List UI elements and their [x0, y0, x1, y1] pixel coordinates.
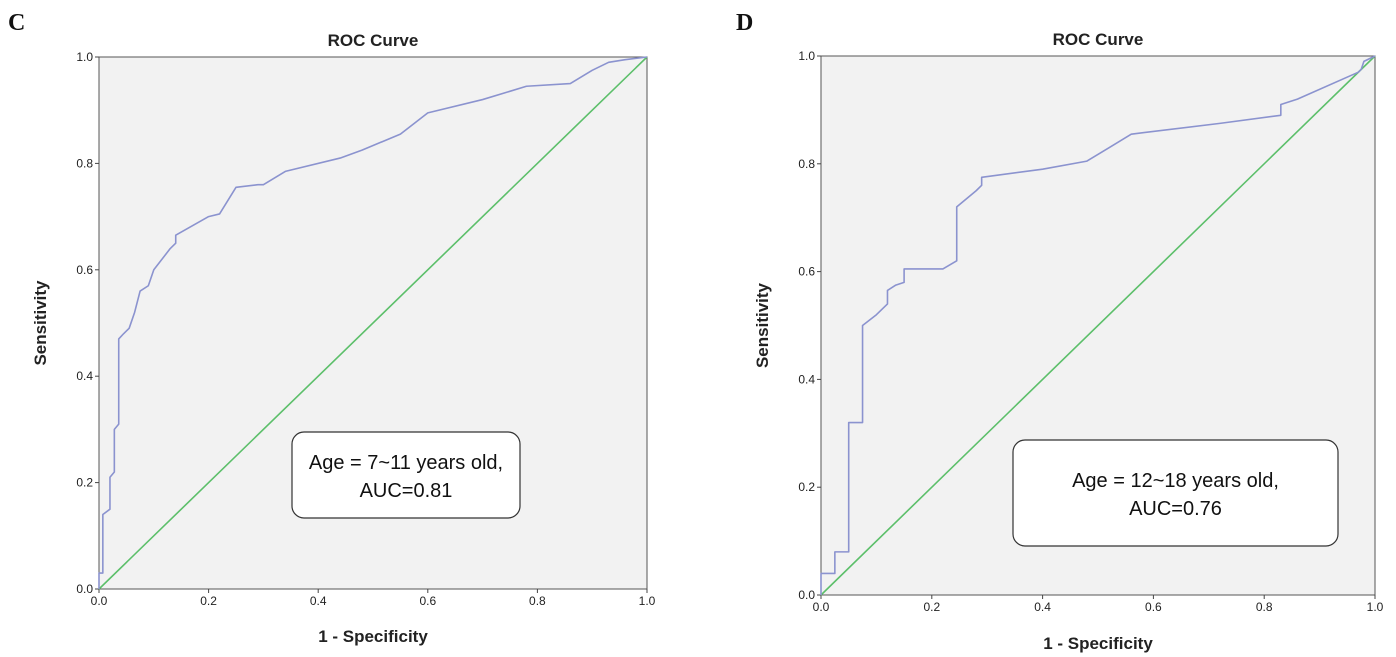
- y-tick-label: 0.2: [798, 480, 815, 494]
- y-tick-label: 0.6: [798, 265, 815, 279]
- x-tick-label: 0.0: [813, 600, 830, 614]
- x-axis-label: 1 - Specificity: [1043, 634, 1153, 653]
- chart-title: ROC Curve: [1053, 30, 1144, 49]
- annotation-box: [291, 431, 521, 519]
- y-tick-label: 1.0: [798, 49, 815, 63]
- x-tick-label: 0.4: [310, 594, 327, 608]
- x-tick-label: 0.6: [419, 594, 436, 608]
- y-tick-label: 0.0: [798, 588, 815, 602]
- y-tick-label: 0.8: [798, 157, 815, 171]
- x-axis-label: 1 - Specificity: [318, 627, 428, 646]
- x-tick-label: 0.8: [529, 594, 546, 608]
- x-tick-label: 0.2: [200, 594, 217, 608]
- roc-curve: [98, 56, 648, 589]
- y-axis-label: Sensitivity: [31, 280, 50, 366]
- y-tick-label: 0.0: [76, 582, 93, 596]
- y-tick-label: 1.0: [76, 50, 93, 64]
- roc-panel-d: D 0.0 0.2 0.4 0.6 0.8 1.0 0.0 0.2 0.4 0.6 0.8 1.0 Ag…: [698, 0, 1396, 657]
- x-tick-label: 1.0: [1367, 600, 1384, 614]
- roc-chart-c: 0.0 0.2 0.4 0.6 0.8 1.0 0.0 0.2 0.4 0.6 0.8 1.0 Age …: [31, 31, 656, 646]
- y-tick-label: 0.4: [76, 369, 93, 383]
- y-tick-label: 0.6: [76, 263, 93, 277]
- annotation-age: Age = 12~18 years old,: [1072, 470, 1279, 492]
- annotation-age: Age = 7~11 years old,: [309, 452, 503, 474]
- x-tick-label: 1.0: [639, 594, 656, 608]
- x-tick-label: 0.4: [1034, 600, 1051, 614]
- y-axis-label: Sensitivity: [753, 282, 772, 368]
- x-tick-label: 0.2: [923, 600, 940, 614]
- x-tick-label: 0.0: [91, 594, 108, 608]
- roc-panel-c: C 0.0 0.2 0.4 0.6 0.8 1.0 0.0 0.2 0.4 0.6 0.8 1.0 Ag…: [8, 10, 656, 646]
- panel-letter: D: [736, 10, 754, 36]
- y-tick-label: 0.8: [76, 156, 93, 170]
- roc-curve: [820, 55, 1376, 595]
- chart-title: ROC Curve: [328, 31, 419, 50]
- reference-line: [820, 55, 1376, 596]
- y-tick-label: 0.2: [76, 476, 93, 490]
- annotation-auc: AUC=0.81: [360, 480, 453, 502]
- panel-letter: C: [8, 10, 26, 36]
- x-tick-label: 0.6: [1145, 600, 1162, 614]
- y-tick-label: 0.4: [798, 372, 815, 386]
- annotation-box: [1012, 439, 1339, 547]
- reference-line: [98, 56, 648, 590]
- roc-chart-d: 0.0 0.2 0.4 0.6 0.8 1.0 0.0 0.2 0.4 0.6 0.8 1.0 Age …: [753, 30, 1384, 653]
- x-tick-label: 0.8: [1256, 600, 1273, 614]
- annotation-auc: AUC=0.76: [1129, 498, 1222, 520]
